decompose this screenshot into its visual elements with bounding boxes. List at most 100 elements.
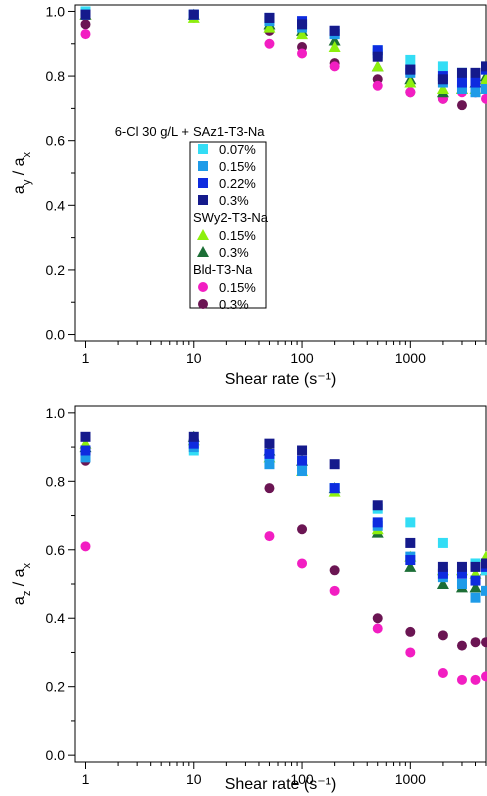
data-point-circle — [372, 613, 383, 624]
data-point-square — [470, 77, 481, 88]
y-axis-label-part: / a — [11, 568, 28, 590]
data-point-circle — [80, 29, 91, 40]
data-point-circle — [264, 483, 275, 494]
data-point-square — [372, 517, 383, 528]
data-point-square — [80, 431, 91, 442]
data-point-triangle — [404, 76, 417, 88]
data-point-square — [456, 77, 467, 88]
data-point-square — [297, 455, 308, 466]
y-tick-label: 1.0 — [46, 3, 66, 19]
y-axis-label-part: x — [21, 562, 33, 568]
y-tick-label: 0.0 — [46, 747, 66, 763]
data-point-square — [297, 445, 308, 456]
legend-entry-label: 0.15% — [219, 280, 256, 295]
x-tick-label: 1000 — [395, 771, 426, 787]
data-point-circle — [470, 674, 481, 685]
y-axis-label: az / ax — [11, 562, 33, 605]
data-point-triangle — [328, 41, 341, 52]
data-point-circle — [481, 671, 487, 682]
data-point-circle — [456, 640, 467, 651]
legend-marker-triangle — [197, 229, 209, 240]
legend-entry-label: 0.3% — [219, 245, 249, 260]
data-point-triangle — [436, 83, 449, 94]
data-point-circle — [297, 524, 308, 535]
legend-lead: 6-Cl 30 g/L + — [115, 124, 189, 139]
data-point-square — [456, 568, 467, 579]
data-point-square — [437, 61, 448, 72]
x-tick-label: 1 — [82, 350, 90, 366]
data-point-square — [264, 448, 275, 459]
data-point-square — [470, 67, 481, 78]
data-point-triangle — [328, 34, 341, 46]
data-point-square — [329, 483, 340, 494]
y-tick-label: 0.0 — [46, 327, 66, 343]
data-point-square — [188, 431, 199, 442]
data-point-square — [481, 585, 487, 596]
data-point-triangle — [469, 581, 482, 593]
y-axis-label-part: / a — [11, 157, 28, 179]
data-point-square — [437, 561, 448, 572]
data-point-triangle — [263, 21, 276, 33]
y-tick-label: 1.0 — [46, 405, 66, 421]
legend-entry-label: 0.3% — [219, 193, 249, 208]
data-point-circle — [329, 565, 340, 576]
data-point-circle — [264, 38, 275, 49]
y-tick-label: 0.8 — [46, 68, 66, 84]
x-tick-label: 100 — [290, 350, 314, 366]
x-tick-label: 100 — [290, 771, 314, 787]
x-axis-label: Shear rate (s⁻¹) — [225, 776, 337, 793]
legend-marker-square — [198, 161, 208, 171]
data-point-square — [437, 537, 448, 548]
y-tick-label: 0.6 — [46, 133, 66, 149]
legend-entry-label: 0.22% — [219, 176, 256, 191]
data-point-square — [437, 568, 448, 579]
legend-entry-label: 0.07% — [219, 142, 256, 157]
data-point-square — [297, 466, 308, 477]
chart-panel-bottom: 1 10 100 1000 0.0 0.2 0.4 0.6 0.8 1.0 Shear rate (… — [11, 405, 487, 793]
data-point-square — [264, 12, 275, 23]
data-point-circle — [405, 626, 416, 637]
plot-frame — [74, 4, 487, 342]
legend-entry-label: 0.3% — [219, 297, 249, 312]
legend-entry-label: 0.15% — [219, 159, 256, 174]
legend-marker-circle — [198, 282, 208, 292]
data-point-triangle — [480, 73, 487, 85]
data-point-square — [437, 74, 448, 85]
data-point-triangle — [436, 578, 449, 589]
x-axis-label: Shear rate (s⁻¹) — [225, 371, 337, 388]
data-point-circle — [437, 668, 448, 678]
data-point-circle — [405, 87, 416, 98]
data-point-square — [456, 84, 467, 94]
data-point-circle — [372, 623, 383, 634]
legend-marker-square — [198, 178, 208, 188]
legend-marker-triangle — [197, 246, 209, 257]
y-tick-label: 0.6 — [46, 542, 66, 558]
y-tick-label: 0.2 — [46, 262, 66, 278]
legend: 6-Cl 30 g/L + SAz1-T3-Na 0.07% 0.15% 0.22% 0… — [115, 124, 269, 312]
data-point-square — [372, 500, 383, 511]
y-axis-label-part: x — [21, 151, 33, 157]
data-point-square — [329, 459, 340, 470]
data-point-circle — [80, 19, 91, 30]
data-point-triangle — [404, 560, 417, 572]
data-point-circle — [481, 637, 487, 648]
y-axis-label-part: y — [21, 179, 33, 185]
data-point-square — [188, 9, 199, 20]
legend-group-title: SAz1-T3-Na — [193, 124, 265, 139]
data-point-square — [372, 51, 383, 62]
data-point-square — [405, 517, 416, 528]
legend-marker-circle — [198, 299, 208, 309]
data-point-circle — [329, 585, 340, 596]
data-point-square — [481, 558, 487, 569]
x-tick-label: 10 — [186, 350, 202, 366]
data-point-square — [456, 579, 467, 589]
legend-marker-square — [198, 195, 208, 205]
data-point-square — [264, 438, 275, 449]
y-tick-label: 0.4 — [46, 197, 66, 213]
data-point-square — [372, 45, 383, 56]
data-point-circle — [456, 674, 467, 685]
y-tick-label: 0.4 — [46, 610, 66, 626]
data-point-circle — [372, 80, 383, 91]
y-axis-label: ay / ax — [11, 151, 33, 194]
